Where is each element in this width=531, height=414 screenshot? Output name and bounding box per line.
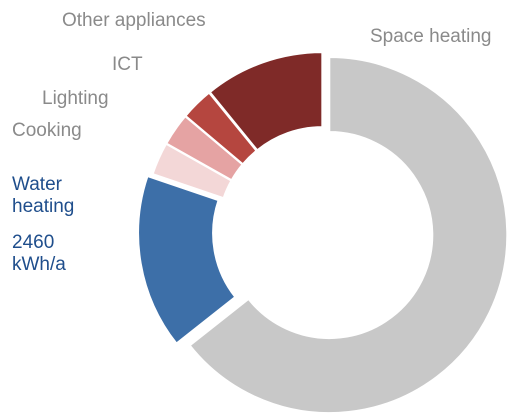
label-space-heating: Space heating bbox=[370, 26, 492, 47]
label-cooking: Cooking bbox=[12, 120, 82, 141]
label-lighting: Lighting bbox=[42, 88, 109, 109]
slice-other-appliances bbox=[208, 51, 324, 152]
label-water-heating-line2: heating bbox=[12, 196, 75, 217]
label-water-value-line1: 2460 bbox=[12, 232, 55, 253]
slice-water-heating bbox=[137, 174, 237, 345]
label-water-heating: Water heating 2460 kWh/a bbox=[12, 174, 74, 276]
label-other-appliances: Other appliances bbox=[62, 10, 206, 31]
slice-space-heating bbox=[188, 56, 509, 414]
label-ict: ICT bbox=[112, 54, 143, 75]
label-water-value-line2: kWh/a bbox=[12, 254, 66, 275]
label-water-heating-line1: Water bbox=[12, 174, 62, 195]
